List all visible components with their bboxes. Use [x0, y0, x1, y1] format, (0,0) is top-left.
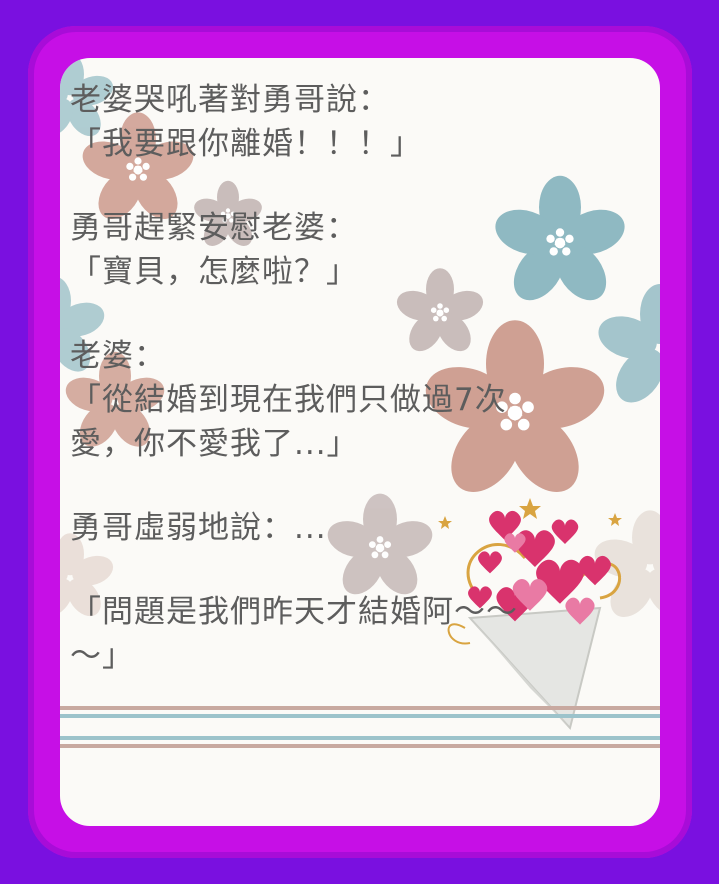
line-punchline-2: ～」 [70, 638, 134, 674]
flower-decoration [60, 58, 660, 731]
message-text: 老婆哭吼著對勇哥說： 「我要跟你離婚！！！」 勇哥趕緊安慰老婆： 「寶貝，怎麼啦… [70, 78, 650, 678]
line-complaint-2: 愛，你不愛我了...」 [70, 426, 359, 462]
line-punchline-1: 「問題是我們昨天才結婚阿～～ [70, 594, 518, 630]
line-weak: 勇哥虛弱地說：... [70, 510, 327, 546]
line-comfort: 勇哥趕緊安慰老婆： [70, 210, 358, 246]
line-baby: 「寶貝，怎麼啦？」 [70, 254, 358, 290]
line-wife-cry: 老婆哭吼著對勇哥說： [70, 82, 390, 118]
star-icon [438, 498, 622, 529]
line-complaint-1: 「從結婚到現在我們只做過7次 [70, 382, 507, 418]
stripe-band [60, 706, 660, 752]
line-divorce: 「我要跟你離婚！！！」 [70, 126, 422, 162]
line-wife: 老婆： [70, 338, 166, 374]
bouquet-icon [447, 543, 622, 731]
message-card: 老婆哭吼著對勇哥說： 「我要跟你離婚！！！」 勇哥趕緊安慰老婆： 「寶貝，怎麼啦… [60, 58, 660, 826]
